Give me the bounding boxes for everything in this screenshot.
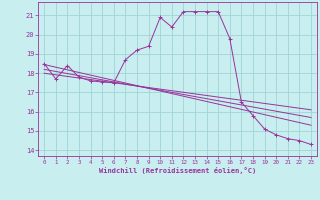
X-axis label: Windchill (Refroidissement éolien,°C): Windchill (Refroidissement éolien,°C) [99,167,256,174]
